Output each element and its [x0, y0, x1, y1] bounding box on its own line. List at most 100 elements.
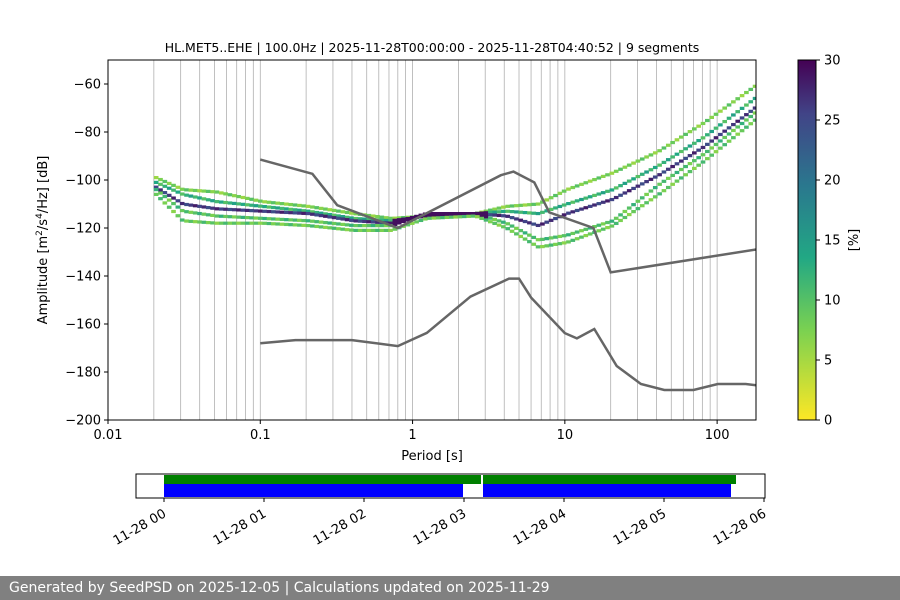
psd-cell: [626, 163, 632, 167]
psd-cell: [288, 207, 294, 211]
psd-cell: [231, 194, 237, 198]
psd-cell: [505, 227, 511, 231]
psd-cell: [392, 216, 398, 220]
psd-cell: [731, 122, 736, 127]
psd-cell: [262, 221, 267, 225]
psd-cell: [731, 128, 736, 133]
psd-cell: [661, 146, 667, 150]
psd-cell: [353, 228, 359, 232]
psd-cell: [631, 186, 636, 191]
psd-cell: [231, 221, 237, 225]
psd-cell: [179, 201, 185, 206]
psd-cell: [253, 216, 259, 220]
psd-cell: [692, 141, 697, 145]
psd-cell: [392, 220, 398, 224]
psd-cell: [218, 221, 224, 225]
psd-cell: [327, 226, 333, 230]
psd-cell: [197, 204, 202, 208]
psd-cell: [752, 106, 756, 110]
psd-cell: [275, 201, 281, 205]
psd-cell: [644, 201, 649, 205]
psd-cell: [713, 126, 719, 130]
psd-cell: [192, 204, 198, 208]
psd-cell: [683, 173, 688, 177]
psd-cell: [166, 198, 172, 202]
psd-cell: [726, 139, 732, 143]
psd-cell: [158, 191, 163, 195]
colorbar-tick-label: 30: [824, 54, 841, 69]
x-tick-label: 10: [557, 428, 574, 443]
psd-cell: [535, 202, 541, 206]
psd-cell: [674, 138, 680, 142]
psd-cell: [488, 213, 493, 217]
footer-text: Generated by SeedPSD on 2025-12-05 | Cal…: [9, 580, 550, 596]
psd-cell: [687, 130, 693, 134]
psd-cell: [336, 222, 341, 226]
psd-cell: [366, 213, 372, 218]
y-tick-label: −80: [74, 126, 101, 141]
psd-cell: [475, 212, 480, 216]
psd-cell: [453, 212, 458, 216]
psd-cell: [514, 204, 519, 208]
psd-cell: [153, 176, 159, 180]
psd-cell: [535, 223, 541, 228]
colorbar-label: [%]: [847, 229, 862, 252]
psd-cell: [613, 195, 619, 200]
psd-cell: [279, 206, 285, 211]
psd-cell: [639, 196, 645, 200]
psd-cell: [705, 149, 710, 154]
psd-cell: [665, 185, 671, 190]
psd-cell: [175, 205, 181, 209]
psd-cell: [301, 211, 307, 215]
psd-cell: [409, 216, 415, 221]
psd-cell: [705, 133, 710, 137]
nhnm-curve: [259, 158, 756, 274]
psd-cell: [327, 212, 333, 217]
psd-cell: [600, 174, 606, 178]
psd-cell: [605, 220, 610, 225]
psd-cell: [175, 185, 181, 189]
psd-cell: [501, 225, 506, 229]
psd-cell: [162, 194, 168, 199]
psd-cell: [548, 243, 554, 247]
psd-cell: [192, 211, 198, 215]
psd-cell: [705, 118, 710, 123]
psd-cell: [375, 215, 380, 219]
timeline-tick-label: 11-28 05: [611, 506, 669, 548]
psd-cell: [718, 109, 723, 113]
psd-cell: [548, 196, 554, 200]
psd-cell: [231, 208, 237, 212]
colorbar-tick-label: 20: [824, 174, 841, 189]
psd-cell: [158, 188, 163, 192]
psd-cell: [288, 223, 294, 227]
psd-cell: [687, 144, 693, 148]
psd-cell: [605, 189, 610, 193]
psd-cell: [683, 147, 688, 151]
psd-cell: [205, 205, 211, 210]
psd-cell: [518, 203, 524, 207]
psd-cell: [448, 212, 454, 216]
x-tick-label: 100: [705, 428, 730, 443]
psd-cell: [618, 218, 623, 223]
psd-cell: [205, 213, 211, 217]
psd-cell: [171, 196, 176, 200]
psd-cell: [687, 154, 693, 158]
psd-cell: [587, 179, 593, 183]
psd-cell: [197, 211, 202, 216]
psd-cell: [327, 221, 333, 225]
psd-cell: [527, 221, 532, 225]
psd-cell: [292, 218, 298, 222]
psd-cell: [318, 213, 324, 218]
psd-cell: [205, 198, 211, 202]
psd-cell: [327, 208, 333, 212]
psd-cell: [375, 220, 380, 224]
psd-cell: [700, 145, 706, 150]
psd-cell: [288, 202, 294, 207]
psd-cell: [739, 116, 745, 120]
psd-cell: [613, 221, 619, 226]
psd-cell: [548, 207, 554, 212]
psd-cell: [488, 216, 493, 220]
psd-cell: [266, 217, 272, 221]
psd-cell: [236, 208, 241, 212]
psd-cell: [661, 179, 667, 183]
